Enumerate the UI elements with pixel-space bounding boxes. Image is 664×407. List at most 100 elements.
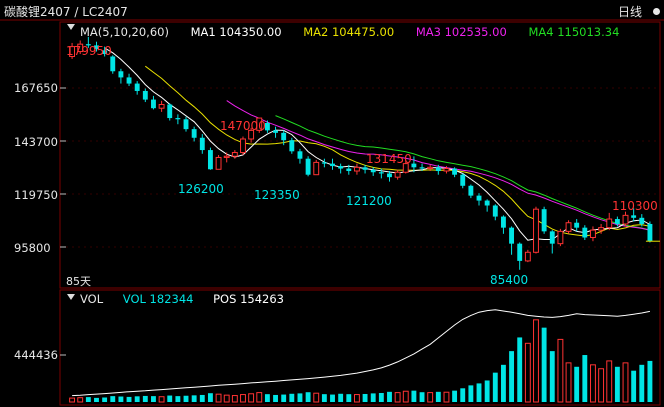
candle-body-down: [419, 167, 425, 169]
candle-body-up: [248, 129, 255, 140]
candle-body-up: [533, 208, 539, 253]
volume-bar-down: [126, 396, 132, 402]
volume-bar-up: [77, 397, 84, 403]
candle-body-down: [134, 83, 140, 91]
volume-bar-down: [500, 364, 506, 402]
volume-bar-down: [264, 394, 270, 402]
volume-bar-down: [647, 360, 653, 402]
volume-bar-down: [134, 396, 140, 402]
volume-bar-down: [452, 390, 458, 402]
candle-body-down: [411, 163, 417, 168]
volume-bar-down: [435, 391, 441, 402]
volume-bar-down: [289, 393, 295, 402]
vol-collapse-icon[interactable]: [67, 294, 75, 300]
low-annotation: 123350: [254, 188, 300, 202]
candle-body-up: [622, 214, 629, 225]
candle-body-down: [175, 118, 181, 120]
visible-days-label: 85天: [66, 275, 91, 288]
volume-bar-down: [517, 337, 523, 402]
volume-bar-down: [297, 393, 303, 402]
volume-bar-up: [524, 342, 531, 403]
candle-body-down: [118, 71, 124, 78]
candle-body-down: [631, 215, 637, 218]
volume-bar-up: [158, 396, 165, 403]
candle-body-down: [378, 172, 384, 174]
volume-bar-down: [305, 392, 311, 402]
volume-bar-down: [207, 393, 213, 402]
high-annotation: 147000: [220, 119, 266, 133]
vol-axis-label: 444436: [14, 348, 58, 362]
candle-body-down: [151, 99, 156, 109]
candle-body-up: [590, 229, 596, 239]
candle-body-up: [231, 152, 238, 157]
volume-bar-up: [313, 392, 320, 403]
volume-bar-up: [443, 391, 450, 403]
volume-bar-down: [460, 388, 466, 402]
volume-bar-down: [85, 397, 91, 402]
volume-bar-down: [370, 393, 376, 402]
candle-body-down: [330, 163, 335, 167]
price-panel-frame: [59, 21, 661, 289]
candle-body-down: [509, 227, 515, 244]
vol-value: VOL 182344: [122, 292, 194, 306]
volume-bar-up: [557, 338, 564, 403]
volume-bar-up: [215, 393, 222, 403]
candle-body-down: [85, 44, 91, 46]
volume-bar-down: [175, 396, 181, 402]
volume-bar-up: [223, 394, 230, 403]
candle-body-down: [387, 173, 392, 178]
volume-bar-up: [427, 392, 434, 403]
candle-body-down: [94, 45, 99, 50]
volume-bar-up: [256, 392, 263, 403]
ma4-line: [275, 115, 651, 231]
candle-body-down: [273, 130, 278, 133]
volume-bar-down: [118, 396, 124, 402]
volume-bar-down: [199, 394, 205, 402]
vol-legend: VOL VOL 182344 POS 154263: [66, 292, 300, 306]
candle-body-down: [500, 216, 506, 228]
candle-body-up: [598, 227, 605, 231]
volume-bar-down: [281, 394, 287, 402]
candle-body-down: [207, 150, 213, 170]
vol-title: VOL: [80, 292, 104, 306]
candle-body-down: [183, 119, 189, 130]
high-annotation: 131450: [366, 152, 412, 166]
candle-body-down: [362, 167, 368, 170]
candle-body-down: [110, 56, 116, 72]
candle-body-up: [313, 161, 320, 176]
candle-body-up: [158, 104, 165, 109]
volume-bar-down: [549, 351, 555, 402]
low-annotation: 126200: [178, 182, 224, 196]
candle-body-up: [606, 218, 613, 229]
period-selector[interactable]: 日线: [617, 5, 642, 19]
candle-body-up: [443, 168, 450, 172]
volume-bar-down: [330, 394, 335, 402]
volume-bar-down: [509, 351, 515, 402]
candle-body-up: [524, 251, 531, 262]
candle-body-down: [199, 137, 205, 151]
volume-bar-up: [240, 394, 246, 403]
candle-body-down: [126, 77, 132, 84]
candle-body-up: [394, 171, 401, 178]
volume-bar-down: [387, 391, 392, 402]
instrument-title[interactable]: 碳酸锂2407 / LC2407: [4, 5, 128, 19]
candle-body-down: [338, 166, 344, 169]
volume-bar-down: [191, 395, 197, 402]
volume-bar-up: [69, 397, 76, 403]
candle-body-down: [549, 231, 555, 244]
y-axis-label: 95800: [14, 241, 51, 255]
candle-body-down: [541, 209, 547, 232]
ma-collapse-icon[interactable]: [67, 24, 75, 30]
candle-body-down: [476, 195, 482, 201]
volume-bar-up: [231, 395, 238, 403]
volume-bar-up: [598, 368, 605, 403]
volume-bar-down: [492, 372, 498, 402]
candle-body-down: [346, 168, 352, 172]
volume-bar-down: [582, 355, 588, 402]
volume-bar-down: [378, 393, 384, 402]
candle-body-up: [215, 156, 222, 170]
volume-bar-down: [273, 394, 278, 402]
ma1-line: [104, 47, 651, 241]
candle-body-down: [517, 243, 523, 261]
